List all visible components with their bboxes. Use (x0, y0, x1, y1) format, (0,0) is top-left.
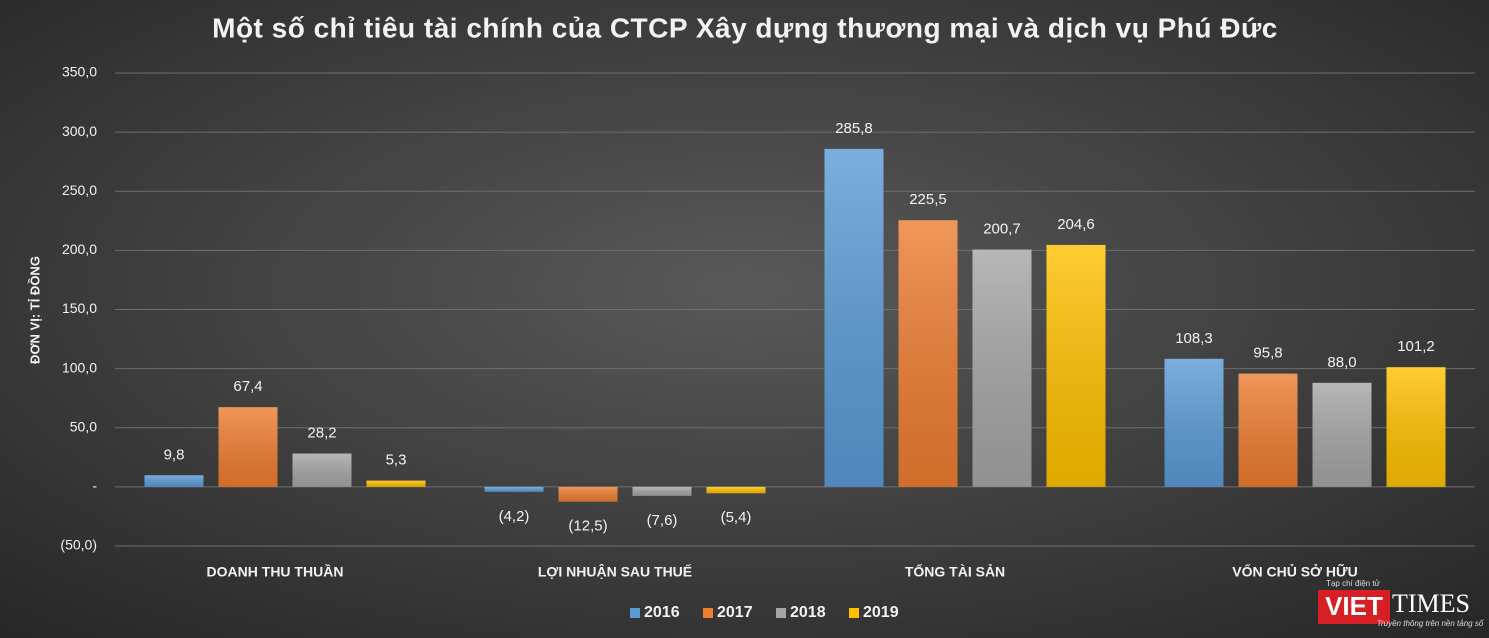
legend-swatch (703, 608, 713, 618)
value-label: (7,6) (647, 512, 678, 529)
bar-shine (706, 486, 766, 494)
x-tick-label: DOANH THU THUẦN (207, 564, 344, 580)
y-tick-label: 200,0 (62, 241, 97, 257)
value-label: 5,3 (386, 452, 407, 469)
chart-title: Một số chỉ tiêu tài chính của CTCP Xây d… (212, 12, 1278, 43)
y-tick-label: 350,0 (62, 64, 97, 80)
y-axis-title: ĐƠN VỊ: TỈ ĐỒNG (27, 256, 42, 364)
x-tick-label: VỐN CHỦ SỞ HỮU (1232, 563, 1357, 580)
logo-top: Tạp chí điện tử (1326, 579, 1380, 588)
value-label: (12,5) (568, 518, 607, 535)
value-label: 108,3 (1175, 330, 1213, 347)
y-tick-label: - (92, 478, 97, 494)
logo-box (1318, 590, 1390, 624)
value-label: 204,6 (1057, 216, 1095, 233)
y-tick-label: 250,0 (62, 182, 97, 198)
value-label: (4,2) (499, 508, 530, 525)
logo-part2: TIMES (1392, 589, 1470, 618)
value-label: 9,8 (164, 446, 185, 463)
legend-label: 2016 (644, 604, 680, 621)
bar-shine (824, 148, 884, 487)
y-tick-label: 300,0 (62, 123, 97, 139)
bar-shine (1046, 244, 1106, 487)
value-label: (5,4) (721, 509, 752, 526)
value-label: 67,4 (233, 378, 262, 395)
value-label: 225,5 (909, 191, 947, 208)
value-label: 101,2 (1397, 338, 1435, 355)
legend-swatch (849, 608, 859, 618)
legend-label: 2018 (790, 604, 826, 621)
bar-shine (144, 475, 204, 487)
bar-shine (898, 220, 958, 487)
logo-part1: VIET (1325, 591, 1383, 621)
bar-shine (632, 486, 692, 496)
legend-swatch (776, 608, 786, 618)
bar-shine (972, 249, 1032, 487)
bar-shine (484, 486, 544, 492)
value-label: 28,2 (307, 424, 336, 441)
y-tick-label: 150,0 (62, 300, 97, 316)
legend-label: 2019 (863, 604, 899, 621)
value-label: 200,7 (983, 221, 1021, 238)
bar-shine (558, 486, 618, 502)
value-label: 88,0 (1327, 354, 1356, 371)
bar-shine (218, 407, 278, 487)
logo-tagline: Truyền thông trên nền tảng số (1377, 619, 1485, 628)
y-tick-label: 50,0 (70, 418, 97, 434)
value-label: 95,8 (1253, 345, 1282, 362)
y-tick-label: (50,0) (60, 537, 97, 553)
x-tick-label: LỢI NHUẬN SAU THUẾ (538, 563, 692, 580)
y-tick-label: 100,0 (62, 359, 97, 375)
legend-label: 2017 (717, 604, 753, 621)
bar-shine (1238, 373, 1298, 487)
bar-shine (1164, 358, 1224, 487)
value-label: 285,8 (835, 120, 873, 137)
logo: Tạp chí điện tử VIET TIMES Truyền thông … (1318, 579, 1485, 628)
bar-shine (1386, 367, 1446, 487)
x-tick-label: TỔNG TÀI SẢN (905, 563, 1005, 580)
bar-shine (366, 480, 426, 487)
legend-swatch (630, 608, 640, 618)
bar-shine (1312, 382, 1372, 487)
bar-shine (292, 453, 352, 487)
